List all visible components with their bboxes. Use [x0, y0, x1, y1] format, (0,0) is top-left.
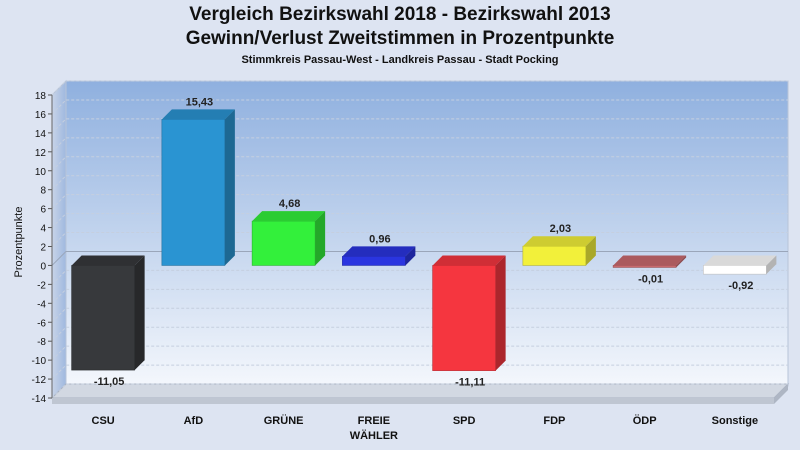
- bar: [161, 109, 235, 266]
- y-tick-label: 18: [35, 91, 47, 102]
- bar: [432, 255, 506, 371]
- x-tick-label: FDP: [543, 415, 565, 427]
- bar-side: [134, 255, 145, 371]
- data-label: -0,01: [638, 273, 663, 285]
- grid-line: [51, 345, 788, 361]
- bar-top: [252, 211, 326, 222]
- grid-line: [51, 288, 788, 304]
- bar-top: [522, 236, 596, 247]
- grid-line: [51, 118, 788, 134]
- data-label: -0,92: [728, 280, 753, 292]
- data-label: 4,68: [279, 198, 300, 210]
- bar: [71, 255, 145, 371]
- y-tick-label: 0: [40, 261, 46, 272]
- bar-front: [703, 265, 767, 275]
- y-tick-label: -12: [32, 375, 47, 386]
- bar-top: [613, 255, 687, 266]
- data-label: -11,11: [455, 377, 485, 389]
- bar-front: [612, 265, 677, 268]
- y-tick-label: 10: [35, 167, 47, 178]
- bar-front: [342, 256, 406, 266]
- bar: [342, 246, 416, 266]
- x-tick-label: Sonstige: [712, 415, 758, 427]
- bar: [251, 211, 326, 266]
- x-tick-label: GRÜNE: [264, 414, 304, 427]
- bar: [612, 255, 687, 268]
- bar: [522, 236, 596, 266]
- y-tick-label: 16: [35, 110, 47, 121]
- y-tick-label: 14: [35, 129, 47, 140]
- grid-line: [51, 194, 788, 209]
- chart-subtitle: Gewinn/Verlust Zweitstimmen in Prozentpu…: [185, 28, 615, 49]
- grid-line: [51, 99, 788, 115]
- x-tick-label: FREIE: [358, 415, 390, 427]
- bar-front: [432, 265, 496, 371]
- grid-line: [51, 383, 788, 399]
- bar-side: [676, 255, 687, 268]
- plot-floor: [50, 383, 790, 399]
- bar: [703, 255, 777, 275]
- data-label: -11,05: [94, 376, 125, 388]
- bar-side: [224, 109, 235, 266]
- y-tick-label: 8: [40, 186, 46, 197]
- bar-front: [522, 245, 587, 266]
- plot-side-wall: [51, 79, 67, 400]
- bar-side: [315, 211, 326, 266]
- bar-front: [71, 265, 135, 371]
- y-tick-label: -10: [32, 356, 47, 367]
- grid-line: [51, 137, 788, 153]
- bar-side: [766, 255, 777, 275]
- x-tick-label: CSU: [92, 415, 115, 427]
- y-tick-label: 4: [40, 224, 46, 235]
- bar-top: [71, 255, 145, 266]
- grid-line: [51, 175, 788, 191]
- y-tick-label: -2: [37, 280, 46, 291]
- y-tick-label: -6: [37, 318, 46, 329]
- bar-side: [405, 246, 416, 266]
- grid-line: [51, 156, 788, 172]
- grid-line: [51, 326, 788, 342]
- grid-line: [51, 269, 788, 285]
- y-axis-label: Prozentpunkte: [13, 207, 25, 278]
- data-label: 0,96: [369, 233, 390, 245]
- plot-floor-side: [774, 384, 788, 404]
- y-tick-label: -8: [37, 337, 46, 348]
- data-label: 2,03: [550, 223, 571, 235]
- x-tick-label: AfD: [184, 415, 204, 427]
- bar-top: [703, 255, 777, 266]
- grid-line: [51, 364, 788, 380]
- x-tick-label-line2: WÄHLER: [350, 429, 398, 442]
- bar-top: [432, 255, 506, 266]
- grid-line: [51, 213, 788, 228]
- plot-floor-edge: [52, 398, 774, 404]
- grid-line: [51, 80, 788, 96]
- x-tick-label: ÖDP: [633, 414, 657, 427]
- grid-line: [51, 232, 788, 247]
- bar-side: [585, 236, 596, 266]
- bar-front: [251, 220, 316, 266]
- bar-top: [342, 246, 416, 257]
- x-tick-label: SPD: [453, 415, 476, 427]
- y-tick-label: 6: [40, 205, 46, 216]
- y-tick-label: -14: [32, 394, 47, 405]
- data-label: 15,43: [186, 96, 214, 108]
- bar-side: [495, 255, 506, 371]
- chart-title: Vergleich Bezirkswahl 2018 - Bezirkswahl…: [189, 4, 611, 25]
- y-tick-label: 12: [35, 148, 47, 159]
- bar-top: [161, 109, 235, 120]
- y-tick-label: -4: [37, 299, 46, 310]
- grid-line: [51, 307, 788, 323]
- y-tick-label: 2: [40, 243, 46, 254]
- chart-region-subtitle: Stimmkreis Passau-West - Landkreis Passa…: [241, 54, 559, 66]
- bar-front: [161, 119, 226, 266]
